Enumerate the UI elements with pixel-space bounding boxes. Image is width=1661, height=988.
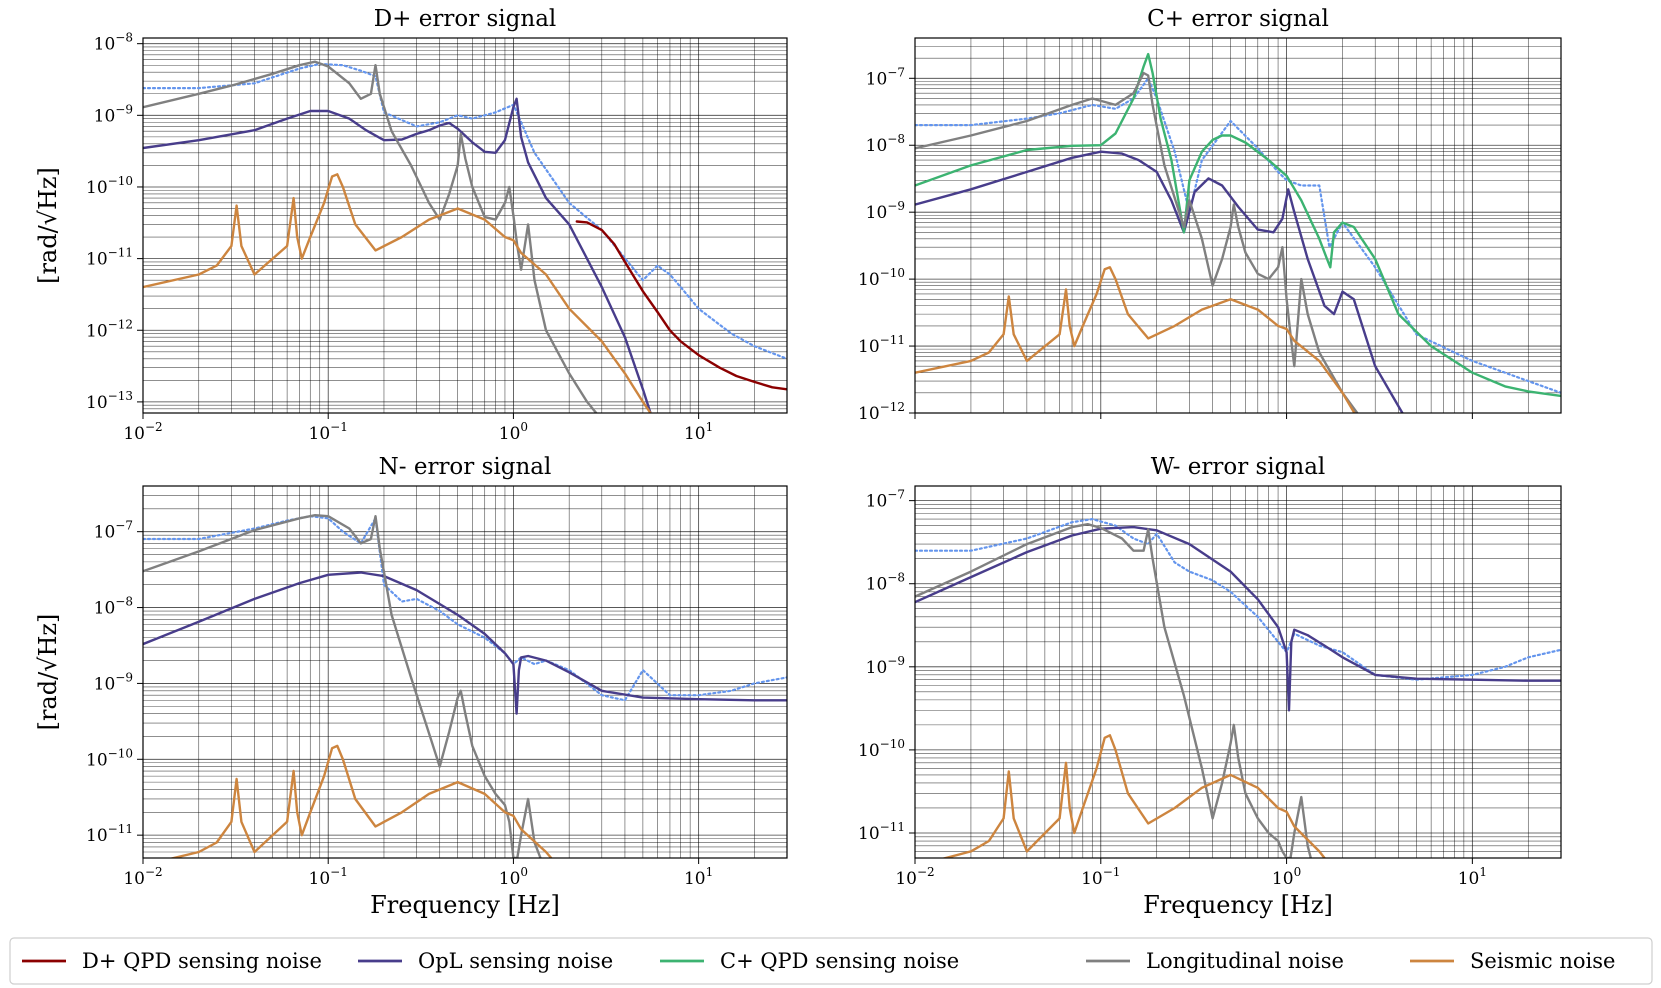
- x-tick-label: 100: [499, 420, 528, 444]
- panel-d-error-signal: 10−2 10−1 100 101 10−13 10−12 10−11 10−10 10−9 10…: [34, 6, 788, 444]
- legend-label: Longitudinal noise: [1146, 949, 1344, 973]
- legend-item-opl-sensing-noise: OpL sensing noise: [358, 949, 613, 973]
- y-axis-label: [rad/√Hz]: [34, 614, 62, 731]
- y-tick-label: 10−12: [86, 317, 133, 341]
- y-tick-label: 10−7: [94, 519, 133, 543]
- y-tick-label: 10−11: [858, 333, 905, 357]
- legend-item-seismic-noise: Seismic noise: [1410, 949, 1615, 973]
- panel-title: N- error signal: [379, 454, 552, 480]
- grid: [915, 486, 1561, 858]
- panel-title: C+ error signal: [1147, 6, 1329, 32]
- series-group: [915, 52, 1561, 413]
- plot-frame: [914, 485, 1562, 859]
- y-tick-label: 10−11: [86, 246, 133, 270]
- legend-label: Seismic noise: [1470, 949, 1615, 973]
- y-tick-label: 10−13: [86, 389, 133, 413]
- y-tick-label: 10−9: [866, 654, 905, 678]
- x-tick-label: 100: [1272, 865, 1301, 889]
- x-tick-label: 10−2: [123, 865, 162, 889]
- y-tick-label: 10−10: [86, 174, 133, 198]
- series-longitudinal-noise: [915, 71, 1359, 413]
- legend-label: D+ QPD sensing noise: [82, 949, 322, 973]
- series-c-qpd-sensing-noise: [915, 52, 1561, 398]
- series-opl-sensing-noise: [915, 525, 1561, 712]
- legend-item-longitudinal-noise: Longitudinal noise: [1086, 949, 1344, 973]
- x-axis-label: Frequency [Hz]: [370, 891, 560, 919]
- x-tick-label: 101: [684, 420, 713, 444]
- y-tick-label: 10−10: [858, 266, 905, 290]
- panel-title: D+ error signal: [374, 6, 557, 32]
- grid: [143, 38, 787, 413]
- legend-box: [9, 937, 1653, 985]
- y-tick-label: 10−11: [858, 820, 905, 844]
- series-opl-sensing-noise: [143, 571, 787, 715]
- y-tick-label: 10−9: [866, 199, 905, 223]
- legend: D+ QPD sensing noise OpL sensing noise C+ …: [9, 937, 1653, 985]
- x-tick-label: 100: [499, 865, 528, 889]
- y-tick-label: 10−11: [86, 822, 133, 846]
- y-tick-label: 10−9: [94, 670, 133, 694]
- x-tick-label: 101: [1458, 865, 1487, 889]
- plot-frame: [142, 485, 788, 859]
- series-measured: [143, 62, 787, 360]
- x-tick-label: 10−1: [309, 865, 348, 889]
- x-axis-label: Frequency [Hz]: [1143, 891, 1333, 919]
- series-longitudinal-noise: [915, 523, 1312, 858]
- series-opl-sensing-noise: [915, 150, 1404, 413]
- y-tick-label: 10−8: [866, 571, 905, 595]
- series-d-qpd-sensing-noise: [575, 220, 787, 391]
- x-tick-label: 10−1: [309, 420, 348, 444]
- legend-item-c-qpd-sensing-noise: C+ QPD sensing noise: [660, 949, 959, 973]
- series-measured: [915, 77, 1561, 394]
- series-seismic-noise: [143, 173, 652, 413]
- y-tick-label: 10−8: [94, 595, 133, 619]
- series-seismic-noise: [941, 734, 1326, 858]
- legend-label: C+ QPD sensing noise: [720, 949, 959, 973]
- y-axis-label: [rad/√Hz]: [34, 167, 62, 284]
- series-longitudinal-noise: [143, 60, 598, 413]
- x-tick-label: 10−2: [123, 420, 162, 444]
- x-tick-label: 101: [684, 865, 713, 889]
- y-tick-label: 10−7: [866, 65, 905, 89]
- plot-frame: [914, 37, 1562, 414]
- y-tick-label: 10−8: [94, 31, 133, 55]
- legend-label: OpL sensing noise: [418, 949, 613, 973]
- plot-frame: [142, 37, 788, 414]
- y-tick-label: 10−9: [94, 102, 133, 126]
- x-tick-label: 10−1: [1081, 865, 1120, 889]
- panel-w-error-signal: 10−2 10−1 100 101 10−11 10−10 10−9 10−8 10−7 W- e…: [858, 454, 1562, 919]
- y-tick-label: 10−10: [86, 746, 133, 770]
- series-group: [915, 518, 1561, 858]
- y-tick-label: 10−12: [858, 400, 905, 424]
- legend-item-d-qpd-sensing-noise: D+ QPD sensing noise: [22, 949, 322, 973]
- panel-c-error-signal: 10−12 10−11 10−10 10−9 10−8 10−7 C+ error sign…: [858, 6, 1562, 424]
- panel-title: W- error signal: [1151, 454, 1326, 480]
- series-measured: [143, 515, 787, 702]
- series-group: [143, 514, 787, 858]
- y-tick-label: 10−8: [866, 132, 905, 156]
- series-seismic-noise: [915, 266, 1356, 413]
- series-seismic-noise: [168, 744, 553, 858]
- x-tick-label: 10−2: [895, 865, 934, 889]
- series-opl-sensing-noise: [143, 97, 652, 413]
- y-tick-label: 10−7: [866, 488, 905, 512]
- series-longitudinal-noise: [143, 514, 542, 858]
- series-group: [143, 60, 787, 413]
- y-tick-label: 10−10: [858, 737, 905, 761]
- panel-n-error-signal: 10−2 10−1 100 101 10−11 10−10 10−9 10−8 10−7 N- e…: [34, 454, 788, 919]
